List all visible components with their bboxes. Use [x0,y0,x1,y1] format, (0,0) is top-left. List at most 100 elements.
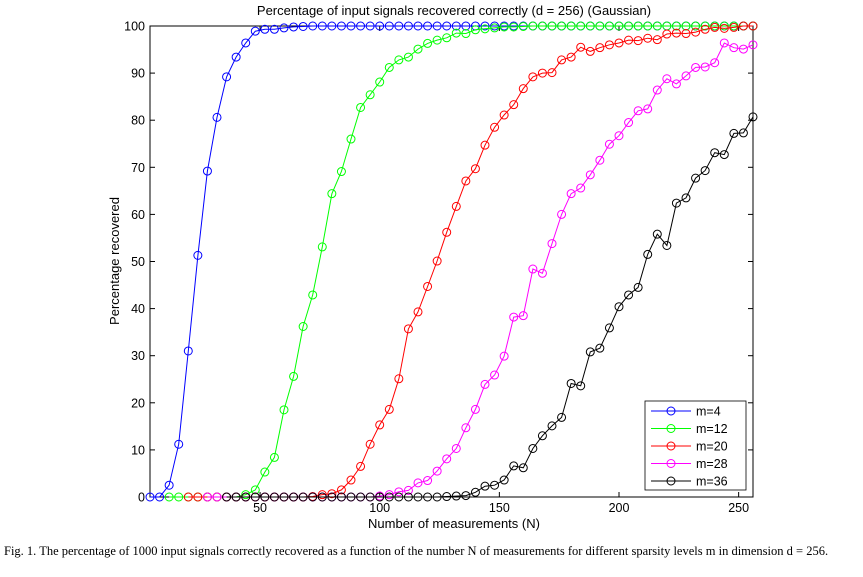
data-point-m36 [738,128,748,138]
data-point-m4 [356,21,366,31]
series-m12 [164,21,758,502]
data-point-m36 [710,148,720,158]
data-point-m20 [432,256,442,266]
data-point-m20 [451,201,461,211]
series-line-m12 [169,25,753,498]
data-point-m12 [528,21,538,31]
chart-title: Percentage of input signals recovered co… [257,3,651,18]
data-point-m28 [480,379,490,389]
data-point-m20 [183,492,193,502]
data-point-m36 [557,412,567,422]
data-point-m20 [423,281,433,291]
data-point-m28 [700,62,710,72]
data-point-m4 [164,480,174,490]
data-point-m28 [614,131,624,141]
data-point-m28 [461,423,471,433]
data-point-m4 [317,21,327,31]
y-tick-label: 20 [131,396,145,410]
data-point-m20 [719,23,729,33]
data-point-m28 [528,264,538,274]
data-point-m20 [470,164,480,174]
data-point-m12 [279,405,289,415]
data-point-m4 [269,24,279,34]
legend-marker-m4 [666,406,676,416]
data-point-m36 [748,112,758,122]
data-point-m12 [652,21,662,31]
data-point-m12 [499,22,509,32]
data-point-m20 [403,324,413,334]
data-point-m20 [585,46,595,56]
legend-marker-m20 [666,441,676,451]
data-point-m20 [509,100,519,110]
data-point-m28 [212,492,222,502]
data-point-m36 [317,492,327,502]
y-tick-label: 70 [131,161,145,175]
data-point-m12 [490,23,500,33]
data-point-m36 [719,150,729,160]
data-point-m12 [671,21,681,31]
data-point-m4 [442,21,452,31]
x-tick-label: 150 [489,501,510,515]
data-point-m12 [241,490,251,500]
data-point-m20 [336,485,346,495]
data-point-m20 [327,489,337,499]
data-point-m12 [413,44,423,54]
data-point-m20 [356,461,366,471]
data-point-m12 [585,21,595,31]
data-point-m20 [604,40,614,50]
data-point-m12 [174,492,184,502]
data-point-m36 [528,443,538,453]
data-point-m20 [576,42,586,52]
data-point-m28 [585,170,595,180]
data-point-m20 [375,420,385,430]
data-point-m20 [566,52,576,62]
y-tick-label: 10 [131,443,145,457]
data-point-m28 [547,239,557,249]
data-point-m28 [557,209,567,219]
data-point-m12 [250,485,260,495]
data-point-m28 [566,189,576,199]
y-tick-label: 50 [131,255,145,269]
data-point-m12 [509,22,519,32]
legend-marker-m12 [666,424,676,433]
data-point-m20 [557,55,567,65]
x-tick-label: 50 [253,501,267,515]
data-point-m12 [432,35,442,45]
y-tick-label: 100 [124,20,145,34]
data-point-m12 [298,321,308,331]
data-point-m4 [212,112,222,122]
data-point-m36 [662,240,672,250]
data-point-m20 [652,35,662,45]
data-point-m4 [155,492,165,502]
data-point-m4 [403,21,413,31]
data-point-m4 [231,52,241,62]
data-point-m4 [250,26,260,36]
data-point-m12 [537,21,547,31]
data-point-m12 [480,24,490,34]
y-tick-label: 40 [131,302,145,316]
data-point-m12 [289,371,299,381]
data-point-m28 [470,404,480,414]
data-point-m20 [691,27,701,37]
data-point-m20 [643,33,653,43]
data-point-m20 [614,38,624,48]
data-point-m12 [346,134,356,144]
data-point-m12 [595,21,605,31]
data-point-m28 [633,106,643,116]
data-point-m36 [547,421,557,431]
data-point-m36 [470,487,480,497]
legend-label-m4: m=4 [696,405,721,419]
data-point-m20 [748,21,758,31]
y-axis-label: Percentage recovered [107,197,122,325]
data-point-m20 [365,439,375,449]
y-tick-label: 60 [131,208,145,222]
data-point-m4 [202,166,212,176]
data-point-m20 [346,475,356,485]
data-point-m36 [652,229,662,239]
legend: m=4 m=12 m=20 m=28 m=36 [644,400,747,491]
data-point-m28 [671,79,681,89]
data-point-m36 [451,491,461,501]
data-point-m36 [365,492,375,502]
data-point-m4 [260,24,270,34]
data-point-m28 [423,476,433,486]
